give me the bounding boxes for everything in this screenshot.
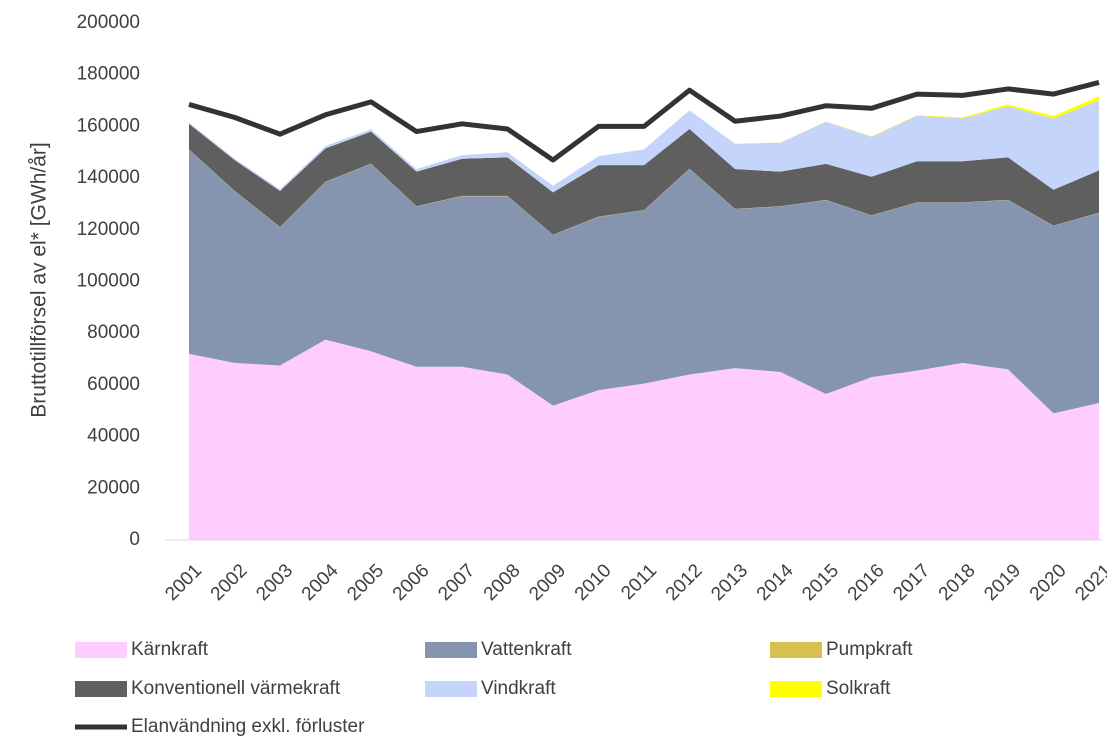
area [189, 339, 1099, 540]
y-tick-label: 60000 [87, 374, 140, 395]
y-tick-label: 100000 [77, 271, 140, 292]
x-tick-label: 2014 [753, 560, 798, 605]
y-axis-label: Bruttotillförsel av el* [GWh/år] [28, 142, 51, 417]
x-tick-label: 2019 [980, 560, 1025, 605]
line [188, 80, 1100, 163]
y-tick-label: 180000 [77, 64, 140, 85]
area [189, 96, 1099, 190]
x-tick-label: 2015 [798, 560, 843, 605]
y-tick-label: 200000 [77, 12, 140, 33]
x-tick-label: 2003 [252, 560, 297, 605]
x-tick-label: 2011 [617, 560, 661, 604]
y-tick-label: 20000 [87, 477, 140, 498]
area [189, 123, 1099, 235]
legend-label: Elanvändning exkl. förluster [131, 716, 365, 737]
legend-swatch [425, 642, 477, 658]
x-tick-label: 2008 [480, 560, 525, 605]
legend-label: Pumpkraft [826, 639, 913, 660]
legend-swatch [75, 642, 127, 658]
x-tick-label: 2013 [707, 560, 752, 605]
x-tick-label: 2001 [161, 560, 206, 605]
y-tick-label: 160000 [77, 115, 140, 136]
x-tick-label: 2016 [844, 560, 889, 605]
legend-label: Kärnkraft [131, 639, 209, 660]
y-tick-label: 0 [129, 529, 140, 550]
x-tick-label: 2004 [298, 560, 343, 605]
x-tick-label: 2002 [207, 560, 252, 605]
x-tick-label: 2012 [662, 560, 707, 605]
x-tick-label: 2021 [1071, 560, 1107, 605]
y-tick-label: 120000 [77, 219, 140, 240]
x-tick-label: 2009 [525, 560, 570, 605]
legend-swatch [75, 681, 127, 697]
legend-label: Solkraft [826, 678, 891, 699]
area [189, 100, 1099, 193]
x-tick-label: 2007 [434, 560, 479, 605]
y-tick-label: 80000 [87, 322, 140, 343]
x-tick-label: 2010 [571, 560, 616, 605]
legend-swatch [770, 642, 822, 658]
x-tick-label: 2005 [343, 560, 388, 605]
x-tick-label: 2020 [1026, 560, 1071, 605]
legend-swatch [770, 681, 822, 697]
y-tick-label: 140000 [77, 167, 140, 188]
x-tick-label: 2006 [389, 560, 434, 605]
legend-swatch [425, 681, 477, 697]
x-tick-label: 2017 [889, 560, 934, 605]
x-tick-label: 2018 [935, 560, 980, 605]
legend-label: Vindkraft [481, 678, 556, 699]
legend-label: Vattenkraft [481, 639, 572, 660]
y-tick-label: 40000 [87, 426, 140, 447]
legend-label: Konventionell värmekraft [131, 678, 341, 699]
